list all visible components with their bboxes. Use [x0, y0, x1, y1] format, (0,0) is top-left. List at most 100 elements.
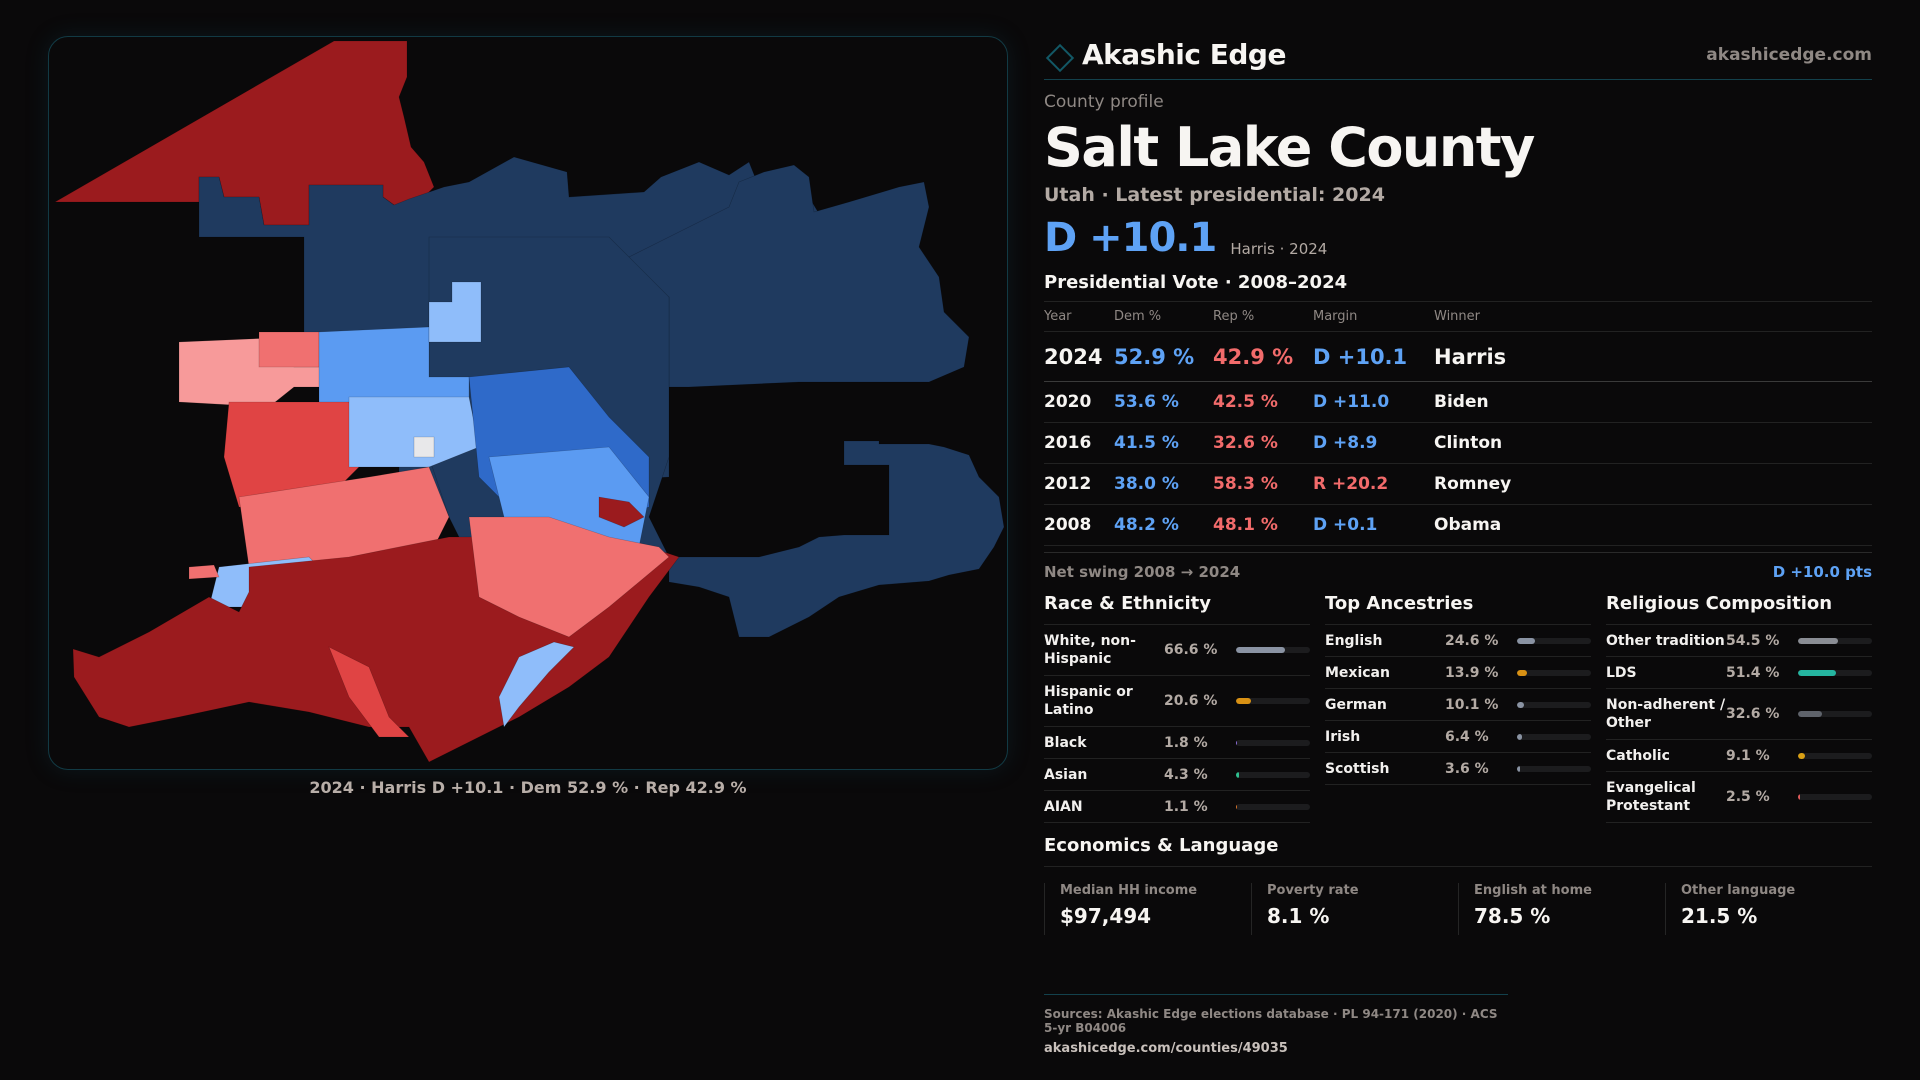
brand[interactable]: Akashic Edge	[1044, 38, 1286, 72]
column-header-rep: Rep %	[1213, 301, 1313, 332]
margin-cell: D +10.1	[1313, 331, 1434, 382]
stat-median-income: Median HH income $97,494	[1044, 883, 1251, 935]
brand-name: Akashic Edge	[1082, 38, 1286, 71]
stat-value: 78.5 %	[1474, 904, 1551, 928]
religion-value: 9.1 %	[1726, 747, 1770, 764]
religion-bar-fill	[1798, 669, 1837, 676]
year-cell: 2020	[1044, 381, 1114, 423]
map-region-draper-pink[interactable]	[468, 516, 670, 638]
margin-cell: D +0.1	[1313, 504, 1434, 546]
ancestry-bar-track	[1517, 733, 1591, 740]
ancestry-bar-fill	[1517, 669, 1528, 676]
race-bar-track	[1236, 771, 1310, 778]
year-cell: 2024	[1044, 331, 1114, 382]
race-bar-fill	[1236, 647, 1286, 653]
religion-bar-fill	[1798, 637, 1839, 644]
page-title: Salt Lake County	[1044, 116, 1535, 179]
table-row: 2012 38.0 % 58.3 % R +20.2 Romney	[1044, 463, 1872, 505]
race-bar-fill	[1236, 698, 1252, 704]
ancestries-section: Top Ancestries English 24.6 % Mexican 13.9 …	[1325, 593, 1591, 823]
profile-eyebrow: County profile	[1044, 92, 1164, 112]
religion-row: Evangelical Protestant 2.5 %	[1606, 772, 1872, 823]
ancestry-label: English	[1325, 632, 1383, 649]
ancestry-label: Mexican	[1325, 664, 1390, 681]
footer: Sources: Akashic Edge elections database…	[1044, 994, 1508, 1056]
map-region-accent-5[interactable]	[188, 564, 220, 580]
stat-label: Poverty rate	[1267, 883, 1359, 898]
stat-english-at-home: English at home 78.5 %	[1458, 883, 1665, 935]
ancestry-label: Irish	[1325, 728, 1361, 745]
presidential-vote-table: Year Dem % Rep % Margin Winner 2024 52.9 …	[1044, 301, 1872, 546]
table-row: 2016 41.5 % 32.6 % D +8.9 Clinton	[1044, 422, 1872, 464]
religion-value: 54.5 %	[1726, 632, 1780, 649]
profile-subtitle: Utah · Latest presidential: 2024	[1044, 184, 1385, 206]
column-header-margin: Margin	[1313, 301, 1434, 332]
stat-value: 8.1 %	[1267, 904, 1330, 928]
stat-label: Median HH income	[1060, 883, 1198, 898]
race-row: Hispanic or Latino 20.6 %	[1044, 676, 1310, 727]
year-cell: 2016	[1044, 422, 1114, 464]
religion-row: Other tradition 54.5 %	[1606, 625, 1872, 657]
dem-pct-cell: 53.6 %	[1114, 381, 1213, 423]
precinct-choropleth-map[interactable]	[49, 37, 1008, 770]
winner-cell: Harris	[1434, 331, 1872, 382]
race-bar-track	[1236, 739, 1310, 746]
ancestry-label: Scottish	[1325, 760, 1390, 777]
race-bar-track	[1236, 647, 1310, 653]
ancestry-bar-fill	[1517, 765, 1520, 772]
race-value: 20.6 %	[1164, 693, 1218, 709]
brand-url-link[interactable]: akashicedge.com	[1706, 44, 1872, 65]
race-bar-fill	[1236, 771, 1240, 778]
ancestry-bar-track	[1517, 669, 1591, 676]
footer-sources: Sources: Akashic Edge elections database…	[1044, 1007, 1498, 1035]
map-region-herriman[interactable]	[328, 646, 410, 738]
ancestry-value: 24.6 %	[1445, 632, 1499, 649]
economics-section: Economics & Language Median HH income $9…	[1044, 835, 1872, 935]
stat-other-language: Other language 21.5 %	[1665, 883, 1872, 935]
net-swing-value: D +10.0 pts	[1772, 563, 1872, 581]
table-row: 2024 52.9 % 42.9 % D +10.1 Harris	[1044, 331, 1872, 382]
ancestry-label: German	[1325, 696, 1387, 713]
footer-url-link[interactable]: akashicedge.com/counties/49035	[1044, 1041, 1288, 1056]
net-swing-row: Net swing 2008 → 2024 D +10.0 pts	[1044, 552, 1872, 581]
map-region-southeast-canyons[interactable]	[668, 440, 1005, 638]
religion-label: Evangelical Protestant	[1606, 780, 1696, 814]
dem-pct-cell: 41.5 %	[1114, 422, 1213, 464]
stat-poverty-rate: Poverty rate 8.1 %	[1251, 883, 1458, 935]
stat-label: English at home	[1474, 883, 1592, 898]
winner-cell: Biden	[1434, 381, 1872, 423]
religion-row: Non-adherent / Other 32.6 %	[1606, 689, 1872, 740]
margin-cell: R +20.2	[1313, 463, 1434, 505]
map-caption: 2024 · Harris D +10.1 · Dem 52.9 % · Rep…	[309, 778, 747, 797]
year-cell: 2008	[1044, 504, 1114, 546]
map-region-northeast-canyons[interactable]	[578, 164, 970, 388]
precinct-map-panel[interactable]	[48, 36, 1008, 770]
religion-label: LDS	[1606, 664, 1637, 681]
demographics-grid: Race & Ethnicity White, non-Hispanic 66.6…	[1044, 593, 1872, 823]
ancestry-bar-track	[1517, 701, 1591, 708]
ancestry-row: Mexican 13.9 %	[1325, 657, 1591, 689]
ancestry-bar-fill	[1517, 637, 1536, 644]
map-region-taylorsville[interactable]	[348, 396, 480, 468]
map-region-accent-4[interactable]	[413, 436, 435, 458]
ancestry-bar-track	[1517, 765, 1591, 772]
winner-cell: Clinton	[1434, 422, 1872, 464]
map-region-magna[interactable]	[258, 331, 320, 368]
dem-pct-cell: 38.0 %	[1114, 463, 1213, 505]
rep-pct-cell: 32.6 %	[1213, 422, 1313, 464]
rep-pct-cell: 48.1 %	[1213, 504, 1313, 546]
margin-cell: D +8.9	[1313, 422, 1434, 464]
religion-row: Catholic 9.1 %	[1606, 740, 1872, 772]
religion-bar-fill	[1798, 794, 1800, 800]
brand-header: Akashic Edge akashicedge.com	[1044, 30, 1872, 80]
map-region-accent-3[interactable]	[598, 496, 645, 528]
map-region-accent-2[interactable]	[428, 281, 482, 343]
net-swing-label: Net swing 2008 → 2024	[1044, 563, 1241, 581]
race-bar-fill	[1236, 739, 1238, 746]
diamond-outline-icon	[1045, 43, 1075, 72]
religion-bar-track	[1798, 637, 1872, 644]
map-region-draper-blue-strip[interactable]	[498, 641, 575, 728]
winner-cell: Obama	[1434, 504, 1872, 546]
ancestry-row: Scottish 3.6 %	[1325, 753, 1591, 785]
dem-pct-cell: 48.2 %	[1114, 504, 1213, 546]
